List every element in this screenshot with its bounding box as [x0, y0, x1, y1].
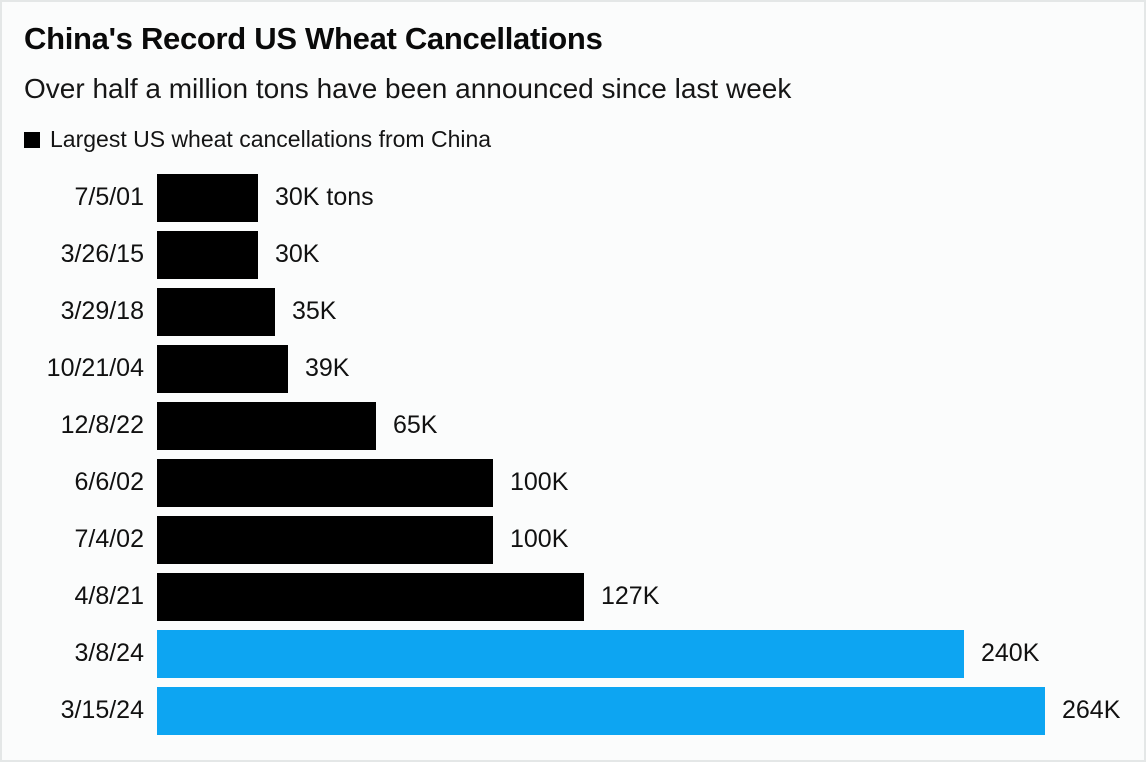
value-label: 35K — [292, 297, 337, 325]
value-label: 264K — [1062, 696, 1121, 724]
bar-plot-area: 30K tons — [144, 173, 1144, 222]
category-label: 7/4/02 — [74, 525, 144, 553]
legend-label: Largest US wheat cancellations from Chin… — [50, 126, 492, 152]
bar — [157, 173, 258, 222]
bar-row: 4/8/21 127K — [24, 568, 1144, 625]
value-label: 240K — [981, 639, 1040, 667]
bar-plot-area: 30K — [144, 230, 1144, 279]
chart-card: China's Record US Wheat Cancellations Ov… — [2, 2, 1144, 739]
bar-row: 3/15/24 264K — [24, 682, 1144, 739]
bar-chart: 7/5/01 30K tons 3/26/15 30K 3/29/18 35K … — [24, 169, 1144, 739]
bar-plot-area: 100K — [144, 515, 1144, 564]
bar-row: 7/4/02 100K — [24, 511, 1144, 568]
category-label: 3/26/15 — [60, 240, 144, 268]
legend: Largest US wheat cancellations from Chin… — [24, 126, 1144, 153]
category-label: 3/15/24 — [60, 696, 144, 724]
bar-plot-area: 100K — [144, 458, 1144, 507]
bar-plot-area: 39K — [144, 344, 1144, 393]
bar — [157, 458, 493, 507]
value-label: 30K — [275, 240, 320, 268]
bar — [157, 230, 258, 279]
bar-row: 12/8/22 65K — [24, 397, 1144, 454]
value-label: 39K — [305, 354, 350, 382]
value-label: 65K — [393, 411, 438, 439]
legend-swatch-icon — [24, 131, 40, 148]
bar — [157, 686, 1045, 735]
bar-row: 10/21/04 39K — [24, 340, 1144, 397]
bar — [157, 287, 275, 336]
category-label: 3/29/18 — [60, 297, 144, 325]
bar-row: 6/6/02 100K — [24, 454, 1144, 511]
category-label: 4/8/21 — [74, 582, 144, 610]
bar — [157, 401, 376, 450]
category-label: 12/8/22 — [60, 411, 144, 439]
value-label: 127K — [601, 582, 660, 610]
chart-title: China's Record US Wheat Cancellations — [24, 21, 603, 56]
chart-subtitle: Over half a million tons have been annou… — [24, 73, 792, 104]
bar-row: 3/26/15 30K — [24, 226, 1144, 283]
bar-plot-area: 35K — [144, 287, 1144, 336]
bar-row: 7/5/01 30K tons — [24, 169, 1144, 226]
bar-row: 3/8/24 240K — [24, 625, 1144, 682]
bar — [157, 629, 964, 678]
category-label: 3/8/24 — [74, 639, 144, 667]
value-label: 100K — [510, 525, 569, 553]
category-label: 10/21/04 — [46, 354, 144, 382]
bar — [157, 344, 288, 393]
bar — [157, 515, 493, 564]
value-label: 100K — [510, 468, 569, 496]
bar — [157, 572, 584, 621]
category-label: 7/5/01 — [74, 183, 144, 211]
category-label: 6/6/02 — [74, 468, 144, 496]
bar-plot-area: 264K — [144, 686, 1144, 735]
bar-plot-area: 127K — [144, 572, 1144, 621]
bar-plot-area: 240K — [144, 629, 1144, 678]
bar-plot-area: 65K — [144, 401, 1144, 450]
bar-row: 3/29/18 35K — [24, 283, 1144, 340]
value-label: 30K tons — [275, 183, 374, 211]
